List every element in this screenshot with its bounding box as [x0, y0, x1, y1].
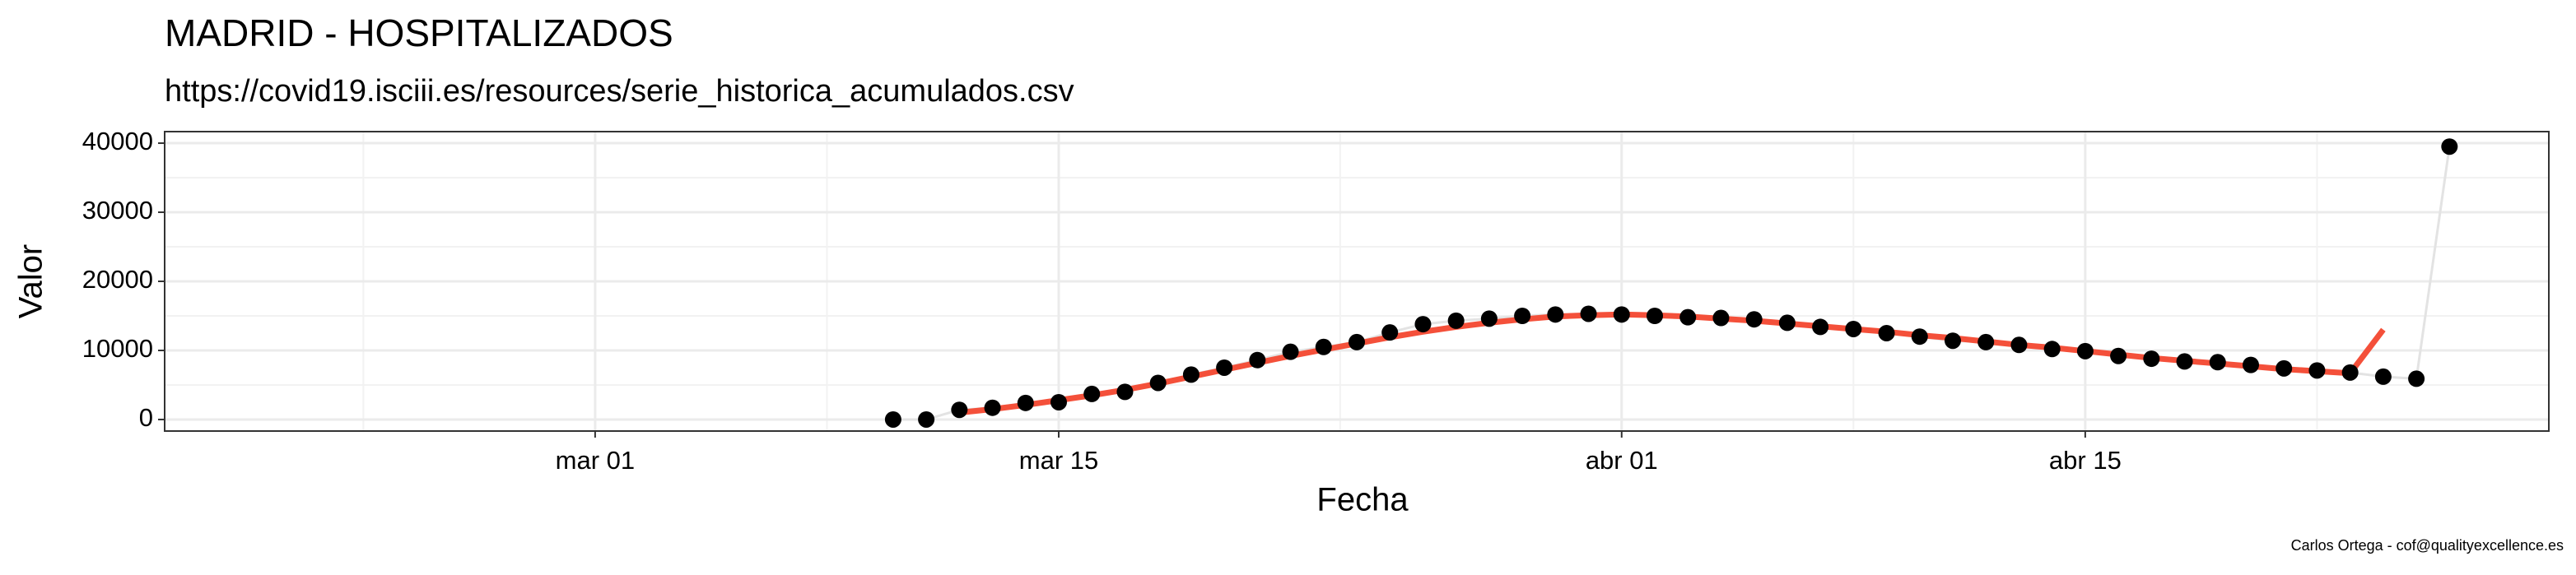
data-point [918, 410, 935, 428]
data-point [1414, 316, 1432, 333]
data-point [1216, 359, 1233, 376]
data-point [2010, 336, 2028, 354]
x-tick-label: mar 01 [556, 446, 635, 475]
data-point [2243, 356, 2259, 373]
data-point [2076, 342, 2094, 359]
data-point [1911, 328, 1928, 345]
data-point [984, 399, 1001, 416]
y-axis-title: Valor [13, 244, 49, 318]
data-point [1149, 374, 1167, 392]
data-point [1349, 333, 1365, 350]
data-point [1315, 338, 1332, 355]
data-point [1116, 383, 1134, 401]
y-tick-label: 40000 [82, 127, 153, 155]
data-point [2276, 359, 2293, 377]
data-point [1679, 308, 1697, 326]
data-point [1580, 305, 1597, 322]
y-tick-label: 0 [139, 403, 153, 432]
data-point [1282, 343, 1299, 360]
x-tick-label: mar 15 [1019, 446, 1098, 475]
data-point [951, 401, 968, 419]
y-tick-label: 10000 [82, 334, 153, 363]
data-point [1182, 366, 1199, 383]
data-point [2308, 362, 2326, 379]
data-point [1845, 320, 1862, 337]
chart-subtitle: https://covid19.isciii.es/resources/seri… [165, 74, 1074, 109]
data-point [1977, 333, 1995, 350]
data-point [1381, 324, 1399, 341]
data-point [1249, 351, 1266, 369]
y-tick-label: 20000 [82, 265, 153, 294]
data-point [1647, 307, 1663, 324]
x-tick-label: abr 15 [2049, 446, 2122, 475]
data-point [1812, 318, 1829, 336]
data-point [1745, 311, 1763, 328]
data-point [2176, 353, 2193, 370]
data-point [1050, 393, 1067, 410]
data-point [884, 410, 901, 428]
data-point [2043, 341, 2061, 358]
panel-border [164, 131, 2550, 432]
data-point [2143, 350, 2160, 368]
x-axis-title: Fecha [1316, 482, 1409, 518]
data-point [1878, 324, 1895, 341]
data-point [2110, 347, 2127, 364]
chart-title: MADRID - HOSPITALIZADOS [165, 12, 673, 54]
data-point [1447, 312, 1465, 329]
data-point [1778, 314, 1796, 332]
data-point [2341, 364, 2359, 381]
data-point [2209, 354, 2226, 371]
data-point [1480, 310, 1498, 327]
data-point [2374, 368, 2392, 385]
x-tick-label: abr 01 [1586, 446, 1658, 475]
data-point [1613, 306, 1630, 323]
data-point [1712, 309, 1730, 327]
data-point [1083, 385, 1101, 402]
y-tick-label: 30000 [82, 196, 153, 225]
data-point [2408, 370, 2425, 387]
data-point [1547, 306, 1564, 323]
data-point [1945, 332, 1961, 350]
caption: Carlos Ortega - cof@qualityexcellence.es [2291, 537, 2564, 554]
data-point [1017, 394, 1034, 411]
data-point [2441, 138, 2458, 155]
data-point [1514, 307, 1531, 324]
